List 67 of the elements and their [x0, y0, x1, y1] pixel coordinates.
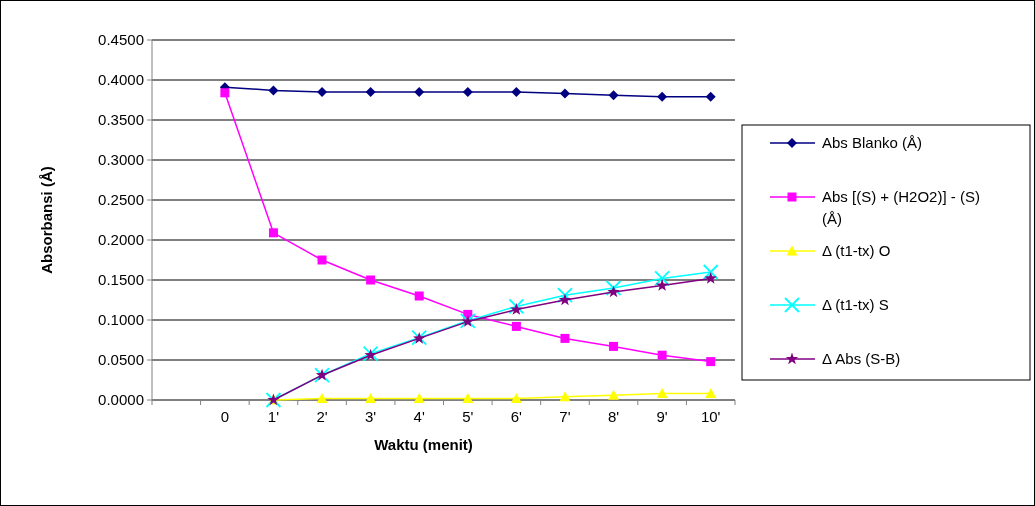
point: [510, 392, 522, 403]
x-tick-label: 10': [700, 408, 721, 425]
point: [511, 321, 521, 331]
point: [559, 391, 571, 402]
point: [414, 87, 425, 97]
point: [605, 280, 622, 296]
point: [268, 228, 278, 238]
point: [608, 90, 619, 101]
x-tick-label: 2': [316, 408, 328, 425]
x-axis-title: Waktu (menit): [374, 436, 473, 453]
y-tick-label: 0.3000: [98, 151, 144, 169]
legend-label: Abs Blanko (Å): [822, 134, 923, 152]
point: [510, 303, 523, 315]
point: [462, 392, 474, 403]
point: [557, 287, 573, 304]
point: [657, 91, 668, 102]
point: [560, 333, 570, 343]
x-tick-label: 9': [656, 408, 668, 425]
y-tick-label: 0.1000: [98, 311, 144, 329]
point: [657, 350, 667, 360]
legend-label: Δ (t1-tx) O: [822, 242, 891, 260]
point: [654, 270, 671, 287]
point: [462, 87, 473, 97]
point: [365, 87, 376, 97]
point: [414, 291, 424, 301]
point: [511, 87, 522, 97]
y-tick-label: 0.1500: [98, 271, 144, 289]
point: [366, 275, 376, 285]
y-tick-label: 0.4500: [98, 31, 144, 49]
legend-label: Δ Abs (S-B): [822, 350, 901, 368]
point: [655, 279, 669, 291]
y-tick-label: 0.0000: [98, 391, 144, 409]
point: [508, 298, 525, 315]
point: [656, 388, 668, 399]
x-tick-label: 3': [365, 408, 377, 425]
y-tick-label: 0.3500: [98, 111, 144, 129]
point: [317, 255, 327, 265]
legend-label: Δ (t1-tx) S: [822, 296, 889, 314]
x-tick-label: 0: [220, 408, 230, 425]
legend-label: Abs [(S) + (H2O2)] - (S) (Å): [822, 188, 980, 228]
point: [413, 392, 425, 403]
point: [558, 293, 572, 306]
y-axis-title: Absorbansi (Å): [38, 166, 55, 274]
point: [609, 341, 619, 351]
point: [702, 264, 719, 280]
x-tick-label: 7': [559, 408, 571, 425]
point: [220, 88, 230, 98]
point: [608, 389, 620, 400]
point: [316, 392, 328, 403]
y-tick-label: 0.2000: [98, 231, 144, 249]
x-tick-label: 1': [267, 408, 280, 425]
y-tick-label: 0.4000: [98, 71, 144, 89]
point: [607, 285, 620, 298]
x-tick-label: 4': [413, 408, 425, 425]
y-tick-label: 0.2500: [98, 191, 144, 209]
x-tick-label: 8': [607, 408, 620, 425]
point: [365, 392, 377, 403]
point: [268, 85, 279, 96]
point: [705, 91, 716, 102]
point: [705, 388, 717, 399]
point: [706, 357, 716, 367]
x-tick-label: 5': [462, 408, 474, 425]
point: [317, 87, 328, 97]
point: [559, 88, 570, 99]
x-tick-label: 6': [510, 408, 523, 425]
y-tick-label: 0.0500: [98, 351, 144, 369]
point: [704, 271, 717, 284]
